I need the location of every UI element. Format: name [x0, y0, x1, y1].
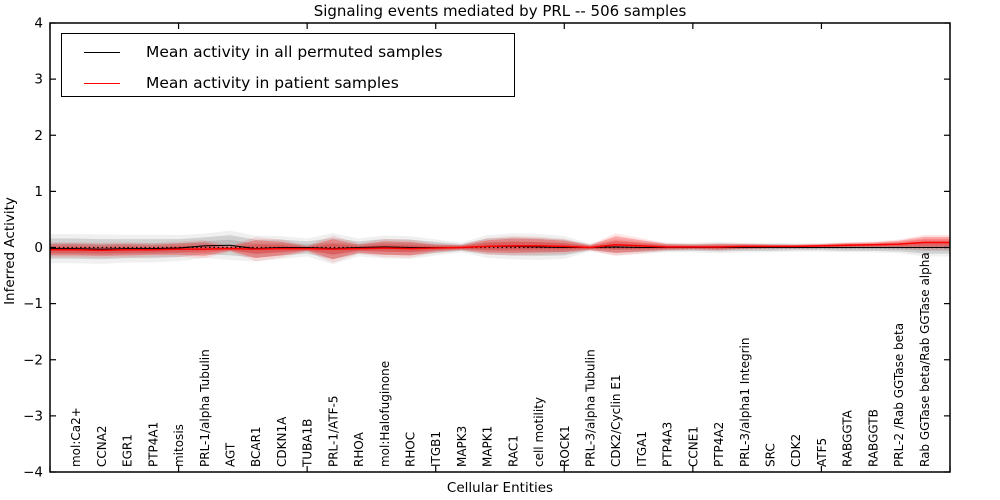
svg-text:CCNE1: CCNE1 — [686, 426, 700, 467]
svg-text:cell motility: cell motility — [532, 397, 546, 467]
svg-text:CDK2/Cyclin E1: CDK2/Cyclin E1 — [609, 374, 623, 467]
legend-label: Mean activity in patient samples — [146, 74, 399, 92]
svg-text:RABGGTA: RABGGTA — [841, 409, 855, 467]
svg-text:MAPK1: MAPK1 — [481, 426, 495, 467]
svg-text:PRL-3/alpha1 Integrin: PRL-3/alpha1 Integrin — [738, 338, 752, 468]
legend-label: Mean activity in all permuted samples — [146, 43, 443, 61]
svg-text:4: 4 — [34, 16, 43, 32]
svg-text:RHOC: RHOC — [404, 432, 418, 467]
svg-text:RABGGTB: RABGGTB — [866, 409, 880, 467]
svg-text:ITGB1: ITGB1 — [429, 431, 443, 467]
svg-text:mitosis: mitosis — [172, 424, 186, 467]
svg-text:RAC1: RAC1 — [506, 435, 520, 467]
svg-text:1: 1 — [34, 184, 43, 200]
svg-text:PRL-1/ATF-5: PRL-1/ATF-5 — [326, 395, 340, 467]
svg-text:PTP4A2: PTP4A2 — [712, 422, 726, 467]
svg-text:2: 2 — [34, 128, 43, 144]
svg-text:SRC: SRC — [764, 443, 778, 467]
svg-text:−4: −4 — [23, 465, 43, 481]
legend-box: Mean activity in all permuted samples Me… — [61, 33, 515, 97]
legend-item-patient: Mean activity in patient samples — [62, 70, 514, 96]
svg-text:ATF5: ATF5 — [815, 438, 829, 467]
svg-text:BCAR1: BCAR1 — [249, 426, 263, 467]
svg-text:EGR1: EGR1 — [121, 434, 135, 467]
svg-text:CCNA2: CCNA2 — [95, 425, 109, 467]
svg-text:RHOA: RHOA — [352, 431, 366, 467]
legend-item-permuted: Mean activity in all permuted samples — [62, 39, 514, 65]
svg-text:AGT: AGT — [224, 442, 238, 467]
svg-text:MAPK3: MAPK3 — [455, 426, 469, 467]
svg-text:PTP4A1: PTP4A1 — [146, 422, 160, 467]
svg-text:mol:Halofuginone: mol:Halofuginone — [378, 361, 392, 467]
svg-text:−3: −3 — [23, 408, 43, 424]
black-line-swatch-icon — [84, 51, 120, 53]
svg-text:ITGA1: ITGA1 — [635, 431, 649, 467]
red-line-swatch-icon — [84, 82, 120, 84]
svg-text:PRL-3/alpha Tubulin: PRL-3/alpha Tubulin — [584, 349, 598, 467]
svg-text:mol:Ca2+: mol:Ca2+ — [69, 407, 83, 467]
svg-text:PTP4A3: PTP4A3 — [661, 422, 675, 467]
svg-text:CDK2: CDK2 — [789, 434, 803, 467]
svg-text:PRL-2 /Rab GGTase beta: PRL-2 /Rab GGTase beta — [892, 323, 906, 467]
svg-text:TUBA1B: TUBA1B — [301, 419, 315, 468]
chart-title: Signaling events mediated by PRL -- 506 … — [313, 2, 687, 20]
svg-text:PRL-1/alpha Tubulin: PRL-1/alpha Tubulin — [198, 349, 212, 467]
svg-text:−1: −1 — [23, 296, 43, 312]
svg-text:3: 3 — [34, 72, 43, 88]
svg-text:CDKN1A: CDKN1A — [275, 416, 289, 467]
svg-text:0: 0 — [34, 240, 43, 256]
svg-text:Rab GGTase beta/Rab GGTase alp: Rab GGTase beta/Rab GGTase alpha — [918, 252, 932, 467]
svg-text:ROCK1: ROCK1 — [558, 425, 572, 467]
svg-text:−2: −2 — [23, 352, 43, 368]
x-axis-label: Cellular Entities — [446, 480, 554, 496]
